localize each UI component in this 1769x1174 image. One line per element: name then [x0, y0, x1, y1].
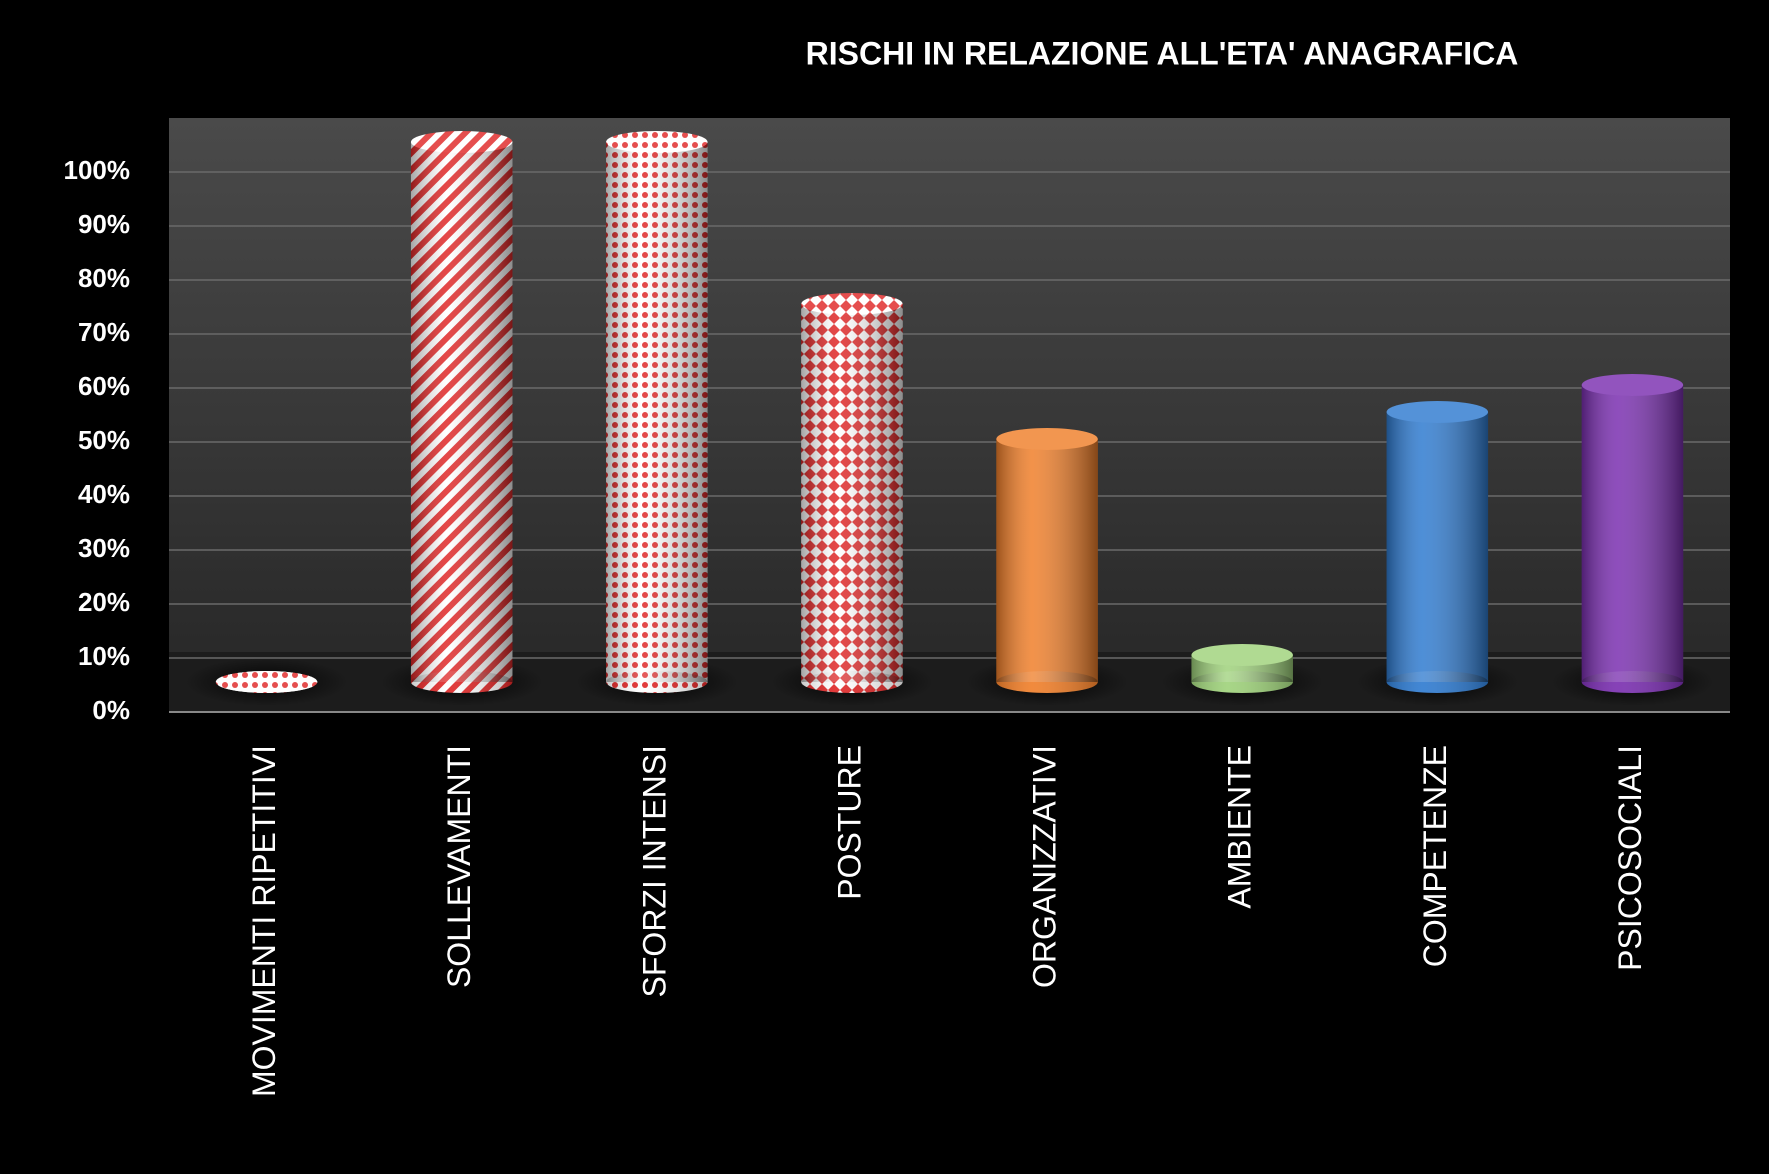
bar-base-shade: [801, 671, 903, 693]
chart-title: RISCHI IN RELAZIONE ALL'ETA' ANAGRAFICA: [806, 35, 1519, 71]
bar-top: [1581, 374, 1684, 396]
x-tick-label: SFORZI INTENSI: [636, 745, 672, 997]
y-tick-label: 30%: [78, 533, 130, 563]
y-tick-label: 50%: [78, 425, 130, 455]
bar-shading: [606, 142, 708, 682]
y-tick-label: 90%: [78, 209, 130, 239]
x-tick-label: SOLLEVAMENTI: [441, 745, 477, 988]
bar-top: [996, 428, 1098, 450]
bar-shading: [996, 439, 1098, 682]
bar-top-light: [215, 671, 318, 693]
bar-top-light: [1191, 644, 1293, 666]
bar-base-shade: [996, 671, 1098, 693]
bar-top: [1191, 644, 1293, 666]
bar-shading: [410, 142, 513, 682]
y-tick-label: 60%: [78, 371, 130, 401]
plot-floor: [169, 652, 1730, 712]
bar-base-shade: [1386, 671, 1489, 693]
bar-top: [410, 131, 513, 153]
x-tick-label: ORGANIZZATIVI: [1027, 745, 1063, 988]
y-tick-label: 100%: [64, 155, 131, 185]
y-tick-label: 0%: [92, 695, 130, 725]
bar-shading: [1581, 385, 1684, 682]
bar-base-shade: [1581, 671, 1684, 693]
x-tick-label: AMBIENTE: [1222, 745, 1258, 909]
bar-base-shade: [606, 671, 708, 693]
y-tick-label: 40%: [78, 479, 130, 509]
x-tick-label: MOVIMENTI RIPETITIVI: [246, 745, 282, 1097]
bar-top: [801, 293, 903, 315]
y-tick-label: 80%: [78, 263, 130, 293]
bar-top-light: [1581, 374, 1684, 396]
y-tick-label: 70%: [78, 317, 130, 347]
bar-top: [215, 671, 318, 693]
bar-top: [606, 131, 708, 153]
bar-top-light: [996, 428, 1098, 450]
y-tick-label: 10%: [78, 641, 130, 671]
bar-base-shade: [410, 671, 513, 693]
y-tick-label: 20%: [78, 587, 130, 617]
plot-wall: [169, 118, 1730, 712]
x-tick-label: POSTURE: [831, 745, 867, 900]
bar-top-light: [410, 131, 513, 153]
bar-top-light: [606, 131, 708, 153]
x-tick-label: COMPETENZE: [1417, 745, 1453, 967]
bar-top-light: [1386, 401, 1489, 423]
bar-shading: [1386, 412, 1489, 682]
bar-top-light: [801, 293, 903, 315]
bar-base-shade: [1191, 671, 1293, 693]
bar-shading: [801, 304, 903, 682]
bar-top: [1386, 401, 1489, 423]
x-tick-label: PSICOSOCIALI: [1612, 745, 1648, 971]
